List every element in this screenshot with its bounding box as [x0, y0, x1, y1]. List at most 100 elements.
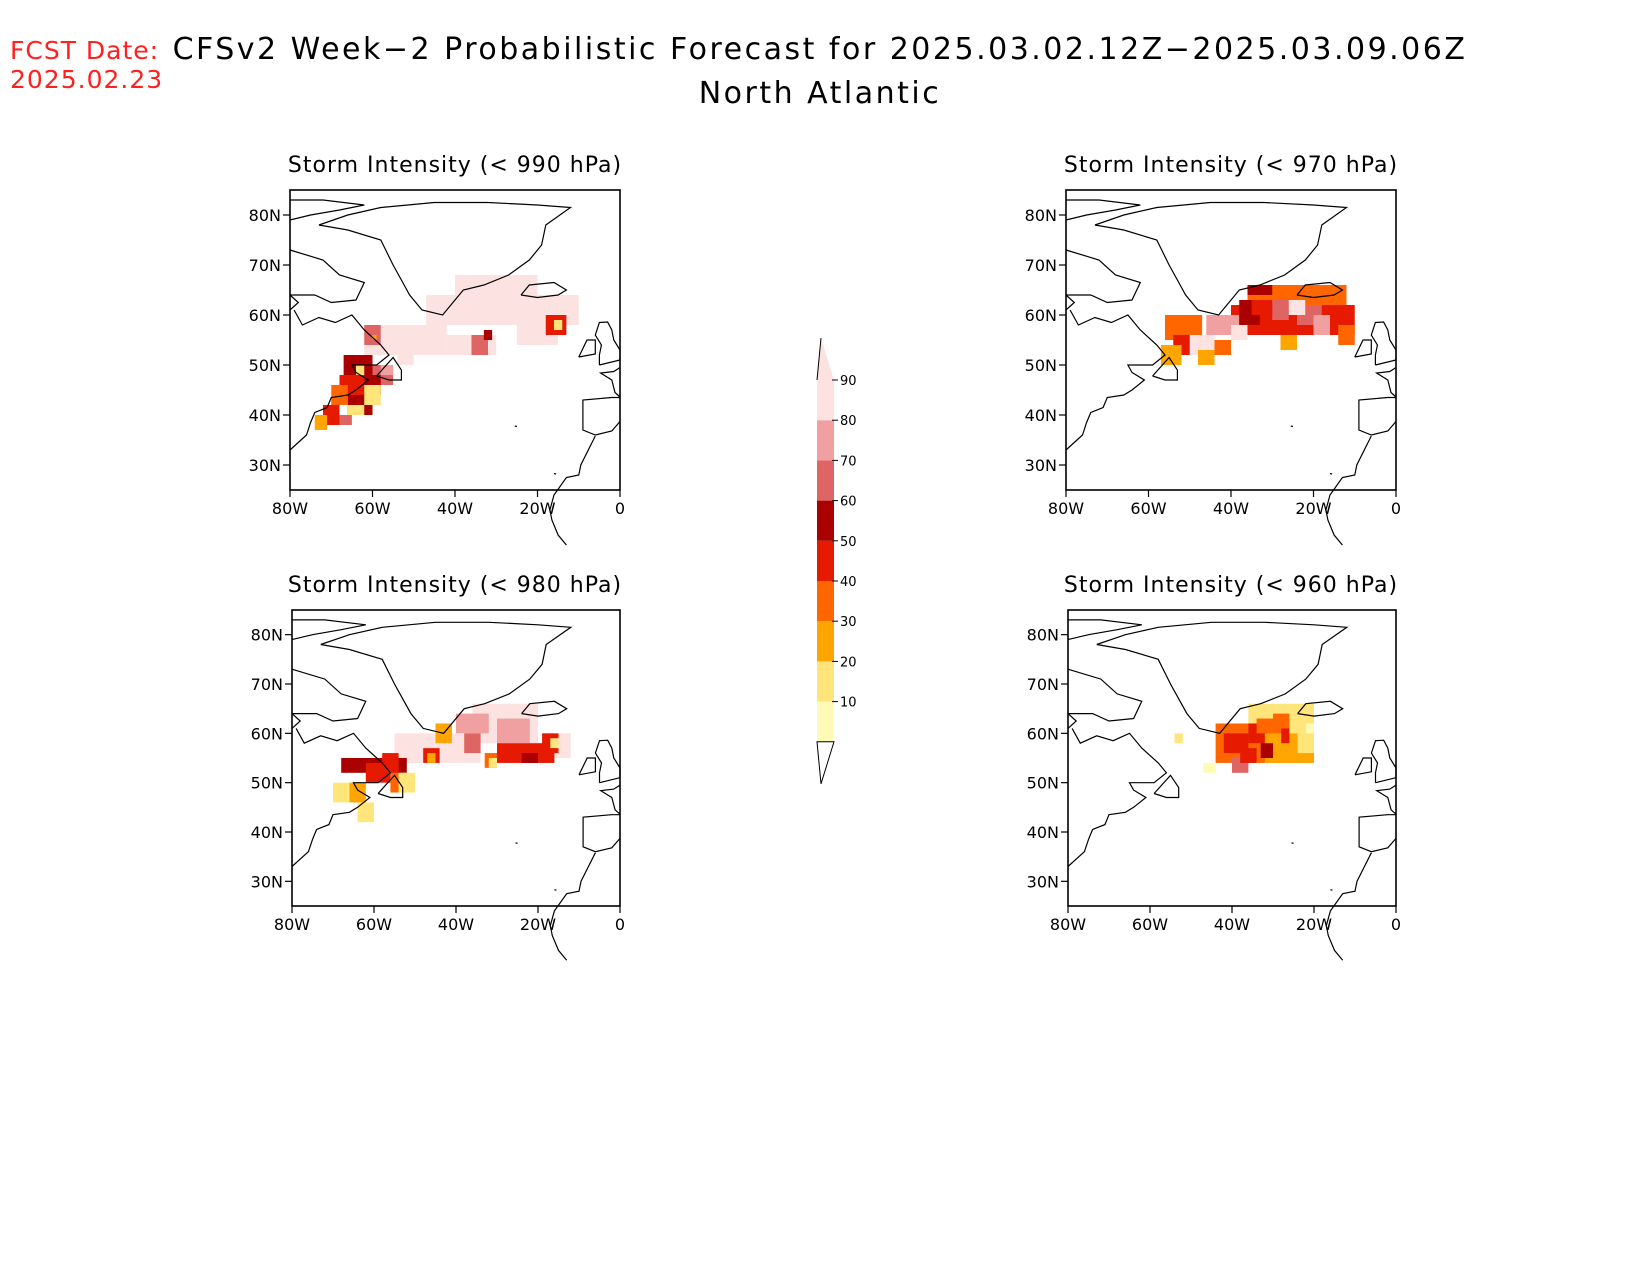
colorbar-upper-extend: [817, 338, 834, 380]
probability-cell: [464, 733, 481, 754]
probability-cell: [349, 782, 366, 803]
lon-tick-label: 0: [615, 915, 625, 934]
colorbar-swatch: [817, 420, 834, 461]
lat-tick-label: 50N: [1025, 356, 1057, 375]
lat-tick-label: 70N: [249, 256, 281, 275]
coastline-path: [1325, 852, 1372, 961]
probability-cell: [1313, 315, 1330, 335]
colorbar-swatch: [817, 661, 834, 702]
colorbar-label: 30: [840, 615, 857, 630]
fcst-date-value: 2025.02.23: [10, 65, 164, 94]
coastline-path: [1354, 339, 1372, 358]
probability-cell: [397, 355, 414, 365]
lon-tick-label: 60W: [356, 915, 392, 934]
probability-cell: [1288, 300, 1306, 315]
probability-cell: [1240, 748, 1257, 763]
probability-cell: [1198, 350, 1215, 365]
coastline-path: [578, 757, 596, 776]
coastline-path: [521, 700, 568, 717]
lat-tick-label: 30N: [249, 456, 281, 475]
coastline-path: [1329, 472, 1333, 475]
map-panel-p980: Storm Intensity (< 980 hPa) 80N 70N 60N 50N 4…: [251, 573, 625, 961]
lat-tick-label: 30N: [1025, 456, 1057, 475]
lat-tick-label: 80N: [251, 626, 283, 645]
lat-tick-label: 60N: [251, 724, 283, 743]
probability-cell: [333, 782, 350, 803]
lat-tick-label: 30N: [1027, 872, 1059, 891]
probability-field: [333, 703, 571, 823]
coastline-path: [1065, 309, 1166, 451]
lon-tick-label: 60W: [354, 499, 390, 518]
colorbar-label: 40: [840, 575, 857, 590]
lat-tick-label: 40N: [249, 406, 281, 425]
colorbar-label: 60: [840, 495, 857, 510]
panel-title: Storm Intensity (< 980 hPa): [288, 573, 622, 598]
coastline-path: [520, 281, 568, 299]
probability-cell: [1174, 733, 1183, 744]
coastline-path: [1330, 889, 1333, 891]
lon-tick-label: 40W: [438, 915, 474, 934]
panel-title: Storm Intensity (< 990 hPa): [288, 153, 622, 178]
lon-tick-label: 60W: [1130, 499, 1166, 518]
colorbar-swatch: [817, 621, 834, 662]
probability-field: [1160, 285, 1355, 365]
probability-cell: [1273, 713, 1290, 724]
colorbar-lower-extend: [816, 741, 835, 784]
map-panel-p960: Storm Intensity (< 960 hPa) 80N 70N 60N 50N 4…: [1027, 573, 1401, 961]
coastline-path: [289, 309, 390, 451]
probability-field: [1174, 703, 1314, 773]
coastline-path: [1296, 281, 1344, 299]
probability-cell: [488, 758, 497, 768]
panel-title: Storm Intensity (< 960 hPa): [1064, 573, 1398, 598]
coastline-path: [598, 366, 621, 398]
coastline-path: [549, 435, 596, 546]
coastline-path: [289, 294, 300, 311]
probability-cell: [1160, 345, 1182, 365]
lon-tick-label: 0: [615, 499, 625, 518]
coastline-path: [1065, 294, 1076, 311]
lon-tick-label: 20W: [1296, 915, 1332, 934]
lat-tick-label: 70N: [1025, 256, 1057, 275]
probability-cell: [1223, 733, 1249, 754]
probability-cell: [380, 365, 394, 375]
page-subtitle: North Atlantic: [698, 76, 942, 111]
lat-tick-label: 60N: [249, 306, 281, 325]
coastline: [289, 199, 621, 546]
probability-cell: [550, 738, 559, 749]
lat-tick-label: 50N: [1027, 774, 1059, 793]
probability-cell: [1338, 325, 1355, 345]
page-title: CFSv2 Week−2 Probabilistic Forecast for …: [172, 32, 1468, 67]
lat-tick-label: 70N: [251, 675, 283, 694]
coastline: [1065, 199, 1397, 546]
coastline-path: [582, 814, 621, 853]
coastline-path: [291, 668, 367, 722]
probability-cell: [331, 385, 348, 405]
colorbar-swatch: [817, 540, 834, 581]
colorbar: 10 20 30 40 50 60 70 80 90: [816, 337, 857, 784]
probability-cell: [1231, 325, 1248, 340]
probability-cell: [347, 405, 365, 415]
lon-tick-label: 40W: [1213, 499, 1249, 518]
coastline-path: [289, 199, 365, 221]
colorbar-label: 90: [840, 374, 857, 389]
coastline-path: [1325, 435, 1372, 546]
colorbar-label: 50: [840, 535, 857, 550]
probability-cell: [357, 802, 374, 823]
coastline-path: [1358, 814, 1397, 853]
lon-tick-label: 80W: [1048, 499, 1084, 518]
colorbar-label: 20: [840, 655, 857, 670]
lon-tick-label: 80W: [274, 915, 310, 934]
probability-cell: [356, 365, 365, 375]
probability-cell: [1256, 718, 1273, 734]
colorbar-swatch: [817, 380, 834, 421]
lon-tick-label: 80W: [272, 499, 308, 518]
lat-tick-label: 60N: [1027, 724, 1059, 743]
probability-cell: [521, 753, 538, 763]
lon-tick-label: 80W: [1050, 915, 1086, 934]
probability-cell: [339, 415, 352, 425]
map-panel-p970: Storm Intensity (< 970 hPa) 80N 70N 60N 50N 4…: [1025, 153, 1401, 546]
lon-tick-label: 20W: [520, 915, 556, 934]
forecast-date-label: FCST Date: 2025.02.23: [10, 36, 163, 94]
probability-cell: [314, 415, 328, 430]
coastline-path: [553, 472, 557, 475]
